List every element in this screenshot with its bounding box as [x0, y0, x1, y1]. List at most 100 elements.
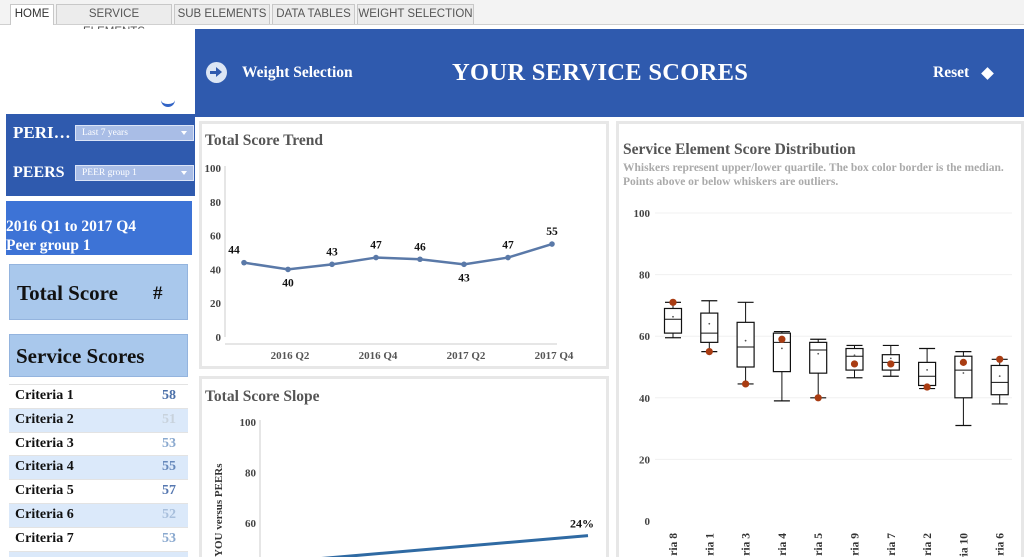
trend-chart: 020406080100YOU versus PEERs444043474643…: [205, 163, 574, 362]
logo-area: [6, 29, 195, 113]
criteria-list: Criteria 1 58 Criteria 2 51 Criteria 3 53 Crit…: [9, 384, 188, 557]
criteria-name: Criteria 1: [15, 388, 74, 403]
criteria-row[interactable]: Criteria 7 53: [9, 526, 188, 551]
criteria-value: 55: [162, 459, 176, 475]
criteria-name: Criteria 3: [15, 435, 74, 451]
weight-selection-button[interactable]: Weight Selection: [242, 64, 353, 81]
criteria-name: Criteria 5: [15, 483, 74, 499]
x-tick-label: 2016 Q2: [271, 350, 310, 362]
criteria-name: Criteria 6: [15, 506, 74, 522]
criteria-row[interactable]: [9, 550, 188, 557]
tab-data-tables[interactable]: DATA TABLES: [272, 4, 355, 24]
score-point: [887, 360, 895, 368]
data-label: 55: [546, 226, 558, 238]
criteria-row[interactable]: Criteria 2 51: [9, 407, 188, 432]
criteria-value: 53: [162, 530, 176, 546]
period-dropdown-value: Last 7 years: [82, 128, 128, 138]
box: [700, 312, 719, 343]
x-tick-label: ria 10: [958, 533, 970, 557]
box: [845, 347, 864, 371]
logo-icon: [161, 99, 175, 107]
tab-home[interactable]: HOME: [10, 4, 54, 25]
score-point: [742, 380, 750, 388]
criteria-name: Criteria 4: [15, 459, 74, 475]
peers-dropdown[interactable]: PEER group 1: [75, 165, 194, 181]
x-tick-label: ria 1: [704, 533, 716, 556]
y-tick-label: 100: [205, 163, 222, 175]
criteria-name: Criteria 2: [15, 411, 74, 427]
header-band: Weight Selection YOUR SERVICE SCORES Res…: [195, 29, 1024, 117]
y-tick-label: 80: [245, 468, 257, 480]
y-tick-label: 0: [645, 516, 651, 528]
tab-sub-elements[interactable]: SUB ELEMENTS: [174, 4, 270, 24]
box: [736, 321, 755, 368]
y-tick-label: 100: [634, 208, 651, 220]
mean-dot: [962, 372, 965, 374]
slope-line: [321, 534, 589, 557]
data-label: 43: [326, 246, 338, 258]
data-label: 47: [502, 240, 514, 252]
mean-dot: [889, 357, 892, 360]
x-tick-label: 2016 Q4: [359, 350, 398, 362]
diamond-icon[interactable]: [981, 67, 994, 80]
trend-point: [461, 261, 467, 268]
trend-point: [373, 254, 379, 261]
tab-service-elements[interactable]: SERVICE ELEMENTS: [56, 4, 172, 38]
criteria-row[interactable]: Criteria 6 52: [9, 502, 188, 527]
period-summary: 2016 Q1 to 2017 Q4 Peer group 1: [6, 201, 192, 255]
criteria-value: 53: [162, 435, 176, 451]
distribution-subtitle: Whiskers represent upper/lower quartile.…: [623, 162, 1004, 188]
y-tick-label: 40: [210, 264, 222, 276]
score-point: [959, 358, 967, 366]
score-point: [778, 335, 786, 343]
score-point: [705, 348, 713, 356]
y-tick-label: 60: [639, 331, 651, 343]
mean-dot: [817, 352, 820, 355]
y-tick-label: 60: [210, 231, 222, 243]
box: [918, 361, 937, 387]
mean-dot: [926, 369, 928, 371]
criteria-value: 57: [162, 483, 176, 499]
mean-dot: [744, 339, 747, 342]
x-tick-label: ria 3: [741, 533, 753, 556]
trend-point: [505, 254, 511, 261]
box: [990, 364, 1009, 396]
total-score-trend-panel: Total Score Trend 020406080100YOU versus…: [199, 121, 609, 369]
y-tick-label: 60: [245, 518, 257, 530]
peers-filter-label: PEERS: [13, 164, 65, 181]
y-tick-label: 100: [240, 417, 257, 429]
total-score-slope-panel: Total Score Slope 406080100YOU versus PE…: [199, 376, 609, 557]
y-tick-label: 80: [639, 270, 651, 282]
y-tick-label: 80: [210, 197, 222, 209]
x-tick-label: 2017 Q2: [447, 350, 486, 362]
trend-line: [243, 242, 553, 271]
data-label: 46: [414, 241, 426, 253]
criteria-name: Criteria 7: [15, 530, 74, 546]
mean-dot: [708, 322, 711, 325]
y-axis-label: YOU versus PEERs: [213, 463, 225, 557]
criteria-row[interactable]: Criteria 1 58: [9, 384, 188, 408]
y-tick-label: 40: [639, 393, 651, 405]
period-dropdown[interactable]: Last 7 years: [75, 125, 194, 141]
box: [663, 307, 683, 334]
x-tick-label: ria 9: [850, 533, 862, 556]
tab-weight-selection[interactable]: WEIGHT SELECTION: [357, 4, 474, 24]
tab-bar: HOME SERVICE ELEMENTS SUB ELEMENTS DATA …: [0, 0, 1024, 38]
period-summary-range: 2016 Q1 to 2017 Q4: [6, 218, 137, 235]
arrow-right-circle-icon[interactable]: [206, 62, 227, 83]
criteria-row[interactable]: Criteria 4 55: [9, 455, 188, 480]
mean-dot: [998, 375, 1001, 377]
x-tick-label: ria 8: [668, 533, 680, 556]
score-point: [996, 355, 1004, 363]
trend-point: [241, 259, 247, 266]
y-tick-label: 20: [639, 454, 651, 466]
total-score-card: Total Score #: [9, 264, 188, 320]
mean-dot: [853, 354, 856, 357]
service-scores-label: Service Scores: [16, 344, 145, 368]
x-tick-label: 2017 Q4: [535, 350, 574, 362]
peers-dropdown-value: PEER group 1: [82, 168, 137, 178]
criteria-row[interactable]: Criteria 5 57: [9, 479, 188, 503]
criteria-row[interactable]: Criteria 3 53: [9, 431, 188, 456]
reset-button[interactable]: Reset: [933, 64, 970, 81]
